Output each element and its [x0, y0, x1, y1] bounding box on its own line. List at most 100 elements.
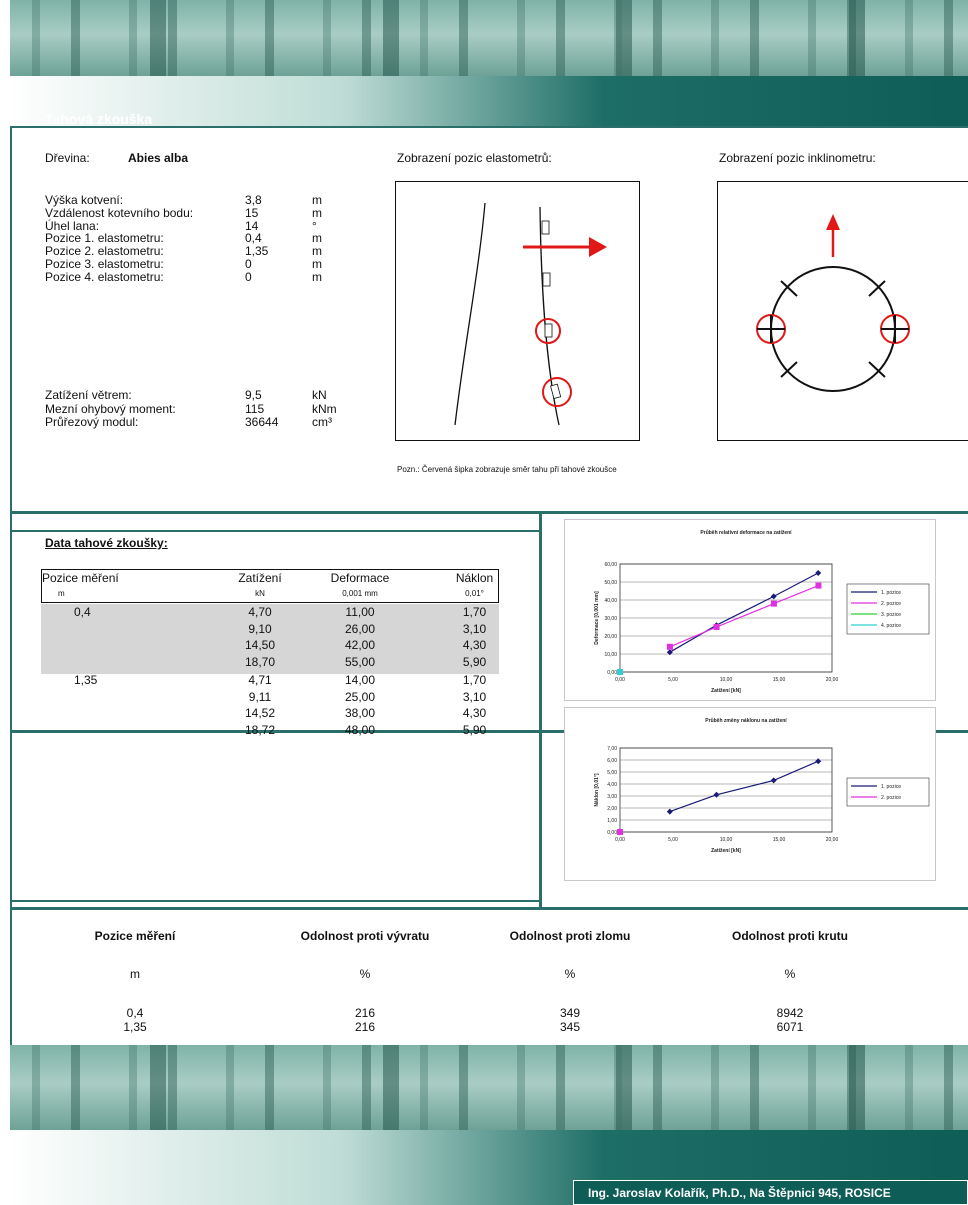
table-header-3: Náklon: [455, 571, 494, 585]
load-unit: kNm: [312, 401, 337, 416]
table-unit-0: m: [58, 589, 65, 598]
resist-header-3: Odolnost proti krutu: [732, 929, 848, 943]
param-unit: °: [312, 218, 317, 233]
plot-area: [619, 563, 833, 673]
data-point: [617, 669, 623, 675]
title-bar: [10, 110, 968, 128]
table-cell: 25,00: [344, 689, 376, 704]
section-divider: [10, 511, 968, 514]
y-tick-label: 0,00: [607, 830, 617, 836]
table-cell: 14,00: [344, 673, 376, 687]
y-tick-label: 6,00: [607, 758, 617, 764]
table-header-box: [41, 569, 499, 603]
resist-cell: 349: [559, 1006, 581, 1020]
y-tick-label: 0,00: [607, 670, 617, 676]
x-tick-label: 15,00: [773, 837, 786, 843]
diagram-note: Pozn.: Červená šipka zobrazuje směr tahu…: [397, 465, 617, 474]
vertical-divider: [539, 511, 542, 909]
legend-label: 1. pozice: [881, 784, 901, 790]
param-value: 0,4: [245, 231, 262, 246]
param-label: Výška kotvení:: [45, 193, 124, 207]
table-unit-1: kN: [255, 589, 265, 598]
y-tick-label: 4,00: [607, 782, 617, 788]
x-tick-label: 0,00: [615, 677, 625, 683]
table-cell: 4,71: [248, 673, 272, 687]
elastometer-diagram: [395, 181, 640, 441]
chart-inclination: Průběh změny náklonu na zatížení 0,00 1,00…: [594, 717, 930, 854]
table-row-shade: [41, 604, 499, 674]
param-value: 3,8: [245, 193, 262, 207]
resist-unit-0: m: [130, 967, 140, 981]
data-frame-bottom: [10, 900, 539, 902]
table-cell: 3,10: [462, 621, 487, 636]
table-cell: 4,30: [462, 706, 487, 720]
param-label: Pozice 3. elastometru:: [45, 257, 164, 271]
resist-cell: 0,4: [126, 1006, 144, 1020]
x-axis-label: Zatížení [kN]: [711, 848, 741, 854]
species-value: Abies alba: [128, 151, 189, 165]
resist-cell: 216: [354, 1006, 376, 1020]
header-forest-image: [10, 0, 968, 76]
legend-label: 2. pozice: [881, 601, 901, 607]
param-label: Pozice 1. elastometru:: [45, 231, 164, 246]
data-point: [713, 624, 720, 630]
load-label: Průřezový modul:: [45, 415, 139, 429]
table-cell: 48,00: [344, 722, 376, 737]
data-point: [666, 808, 673, 815]
param-label: Vzdálenost kotevního bodu:: [45, 205, 194, 220]
load-label: Zatížení větrem:: [45, 388, 132, 402]
left-border: [10, 511, 12, 1181]
x-tick-label: 5,00: [668, 837, 678, 843]
table-cell: 3,10: [462, 689, 487, 704]
data-point: [666, 649, 673, 656]
table-cell: 1,70: [462, 673, 487, 687]
param-unit: m: [312, 257, 322, 271]
table-position: 1,35: [74, 673, 98, 687]
table-header-2: Deformace: [330, 571, 390, 585]
y-tick-label: 5,00: [607, 770, 617, 776]
top-section-frame: [10, 126, 968, 514]
param-value: 0: [245, 257, 252, 271]
inclinometer-diagram: [717, 181, 968, 441]
table-cell: 42,00: [344, 638, 376, 652]
x-tick-label: 10,00: [720, 677, 733, 683]
table-cell: 9,11: [248, 689, 272, 704]
series-line: [669, 585, 819, 648]
param-unit: m: [312, 193, 322, 207]
resist-cell: 1,35: [123, 1020, 147, 1034]
load-unit: kN: [312, 388, 327, 402]
resist-header-2: Odolnost proti zlomu: [509, 929, 631, 943]
test-data-title: Data tahové zkoušky:: [45, 536, 168, 550]
table-unit-3: 0,01°: [465, 589, 484, 598]
resist-cell: 8942: [776, 1006, 804, 1020]
data-point: [666, 643, 673, 650]
table-header-0: Pozice měření: [42, 571, 119, 585]
param-label: Pozice 4. elastometru:: [45, 269, 164, 284]
x-tick-label: 0,00: [615, 837, 625, 843]
legend-label: 1. pozice: [881, 590, 901, 596]
resist-unit-1: %: [359, 967, 371, 981]
table-position: 0,4: [74, 605, 91, 619]
data-point: [815, 582, 822, 589]
param-unit: m: [312, 244, 322, 259]
resist-unit-3: %: [784, 967, 796, 981]
table-cell: 14,50: [244, 638, 276, 652]
load-unit: cm³: [312, 415, 332, 429]
param-value: 15: [245, 205, 259, 220]
load-value: 9,5: [245, 388, 262, 402]
data-point: [770, 593, 777, 600]
table-cell: 4,70: [248, 605, 272, 619]
y-tick-label: 30,00: [604, 616, 617, 622]
y-tick-label: 60,00: [604, 562, 617, 568]
param-unit: m: [312, 269, 322, 284]
inclinometer-title: Zobrazení pozic inklinometru:: [719, 151, 876, 165]
x-axis-label: Zatížení [kN]: [711, 688, 741, 694]
legend-label: 2. pozice: [881, 795, 901, 801]
y-tick-label: 7,00: [607, 746, 617, 752]
table-cell: 18,72: [244, 722, 276, 737]
data-point: [815, 570, 822, 576]
table-cell: 11,00: [345, 605, 375, 619]
resist-cell: 345: [559, 1020, 581, 1034]
resist-unit-2: %: [564, 967, 576, 981]
bottom-section-line: [10, 907, 968, 910]
